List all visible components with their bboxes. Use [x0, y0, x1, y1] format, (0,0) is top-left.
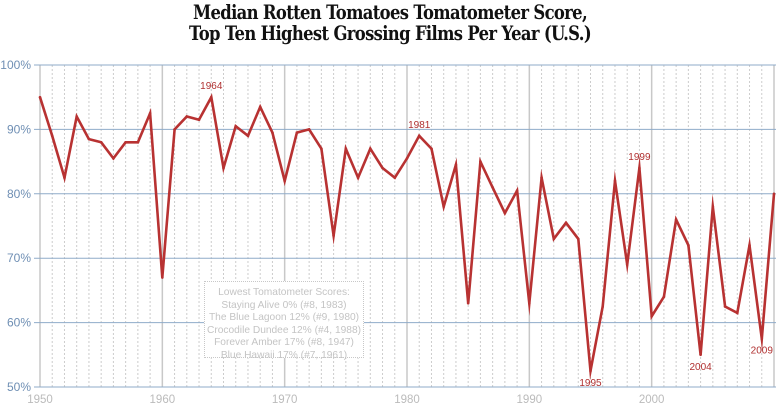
- data-point: [50, 134, 54, 138]
- data-point: [271, 131, 274, 134]
- x-tick-label: 1980: [394, 394, 420, 406]
- data-point: [564, 221, 568, 225]
- data-point: [638, 166, 641, 170]
- data-point: [369, 147, 372, 151]
- year-annotation: 1964: [200, 81, 223, 92]
- data-point: [601, 305, 605, 308]
- data-point: [320, 147, 323, 151]
- data-point: [674, 218, 678, 221]
- data-point: [405, 157, 409, 160]
- y-tick-label: 80%: [7, 187, 31, 201]
- x-tick-label: 1960: [150, 394, 176, 406]
- y-tick-label: 60%: [7, 316, 31, 330]
- note-line: The Blue Lagoon 12% (#9, 1980): [208, 312, 360, 324]
- note-line: Staying Alive 0% (#8, 1983): [221, 299, 347, 311]
- annotations-group: 1964 1981 1999 1995 2004 2009: [200, 81, 773, 389]
- data-point: [723, 305, 727, 308]
- y-tick-label: 90%: [7, 122, 31, 136]
- major-gridlines: [34, 64, 776, 388]
- note-line: Crocodile Dundee 12% (#4, 1988): [206, 324, 362, 336]
- data-point: [173, 128, 176, 131]
- data-point: [491, 186, 494, 189]
- data-point: [479, 160, 482, 163]
- data-point: [283, 179, 286, 183]
- data-point: [222, 166, 225, 170]
- data-point: [417, 134, 421, 138]
- data-point: [87, 137, 91, 141]
- data-point: [748, 244, 751, 247]
- data-point: [75, 115, 78, 118]
- data-point: [161, 276, 164, 279]
- data-point: [613, 179, 617, 183]
- x-axis-ticks: 1950 1960 1970 1980 1990 2000: [27, 394, 664, 406]
- data-point: [552, 237, 556, 241]
- data-point: [393, 176, 397, 179]
- data-point: [209, 95, 213, 99]
- data-point: [112, 157, 115, 160]
- data-point: [234, 124, 238, 128]
- data-point: [295, 131, 299, 134]
- data-point: [736, 311, 739, 315]
- data-point: [503, 211, 507, 215]
- data-point: [63, 176, 66, 179]
- data-point: [515, 189, 519, 192]
- data-point: [197, 118, 201, 122]
- data-point: [699, 353, 702, 357]
- data-point: [38, 95, 42, 99]
- data-point: [258, 105, 262, 109]
- data-point: [760, 337, 764, 341]
- y-tick-label: 70%: [7, 251, 31, 265]
- data-point: [246, 134, 250, 138]
- data-point: [356, 176, 360, 179]
- x-tick-label: 2000: [639, 394, 665, 406]
- chart-subtitle: Top Ten Highest Grossing Films Per Year …: [189, 21, 592, 45]
- data-point: [589, 369, 592, 373]
- x-tick-label: 1970: [272, 394, 298, 406]
- y-tick-label: 50%: [7, 380, 31, 394]
- year-annotation: 1999: [628, 152, 651, 163]
- chart-title-line-1: Median Rotten Tomatoes Tomatometer Score…: [192, 0, 588, 24]
- note-line: Forever Amber 17% (#8, 1947): [214, 337, 354, 349]
- y-tick-label: 100%: [0, 58, 31, 72]
- year-annotation: 1981: [408, 120, 431, 131]
- data-point: [99, 140, 103, 144]
- data-point: [454, 163, 458, 167]
- data-point: [185, 115, 189, 118]
- data-point: [442, 205, 446, 208]
- data-point: [430, 147, 433, 151]
- chart-title: Median Rotten Tomatoes Tomatometer Score…: [70, 2, 710, 44]
- x-tick-label: 1950: [27, 394, 53, 406]
- data-point: [650, 314, 653, 318]
- data-point: [772, 192, 776, 196]
- data-point: [711, 205, 715, 208]
- data-point: [662, 295, 666, 299]
- data-point: [625, 263, 629, 266]
- data-point: [344, 147, 348, 151]
- data-point: [136, 140, 140, 144]
- note-line: Blue Hawaii 17% (#7, 1961): [220, 349, 348, 361]
- note-heading: Lowest Tomatometer Scores:: [218, 287, 350, 298]
- lowest-scores-note: Lowest Tomatometer Scores: Staying Alive…: [204, 281, 364, 361]
- data-point: [124, 140, 127, 144]
- series-group: [38, 93, 776, 381]
- data-point: [381, 166, 384, 170]
- data-point: [466, 301, 470, 305]
- data-point: [307, 128, 311, 131]
- data-point: [687, 244, 690, 247]
- year-annotation: 2009: [751, 346, 774, 357]
- data-point: [332, 234, 335, 237]
- data-point: [540, 176, 543, 179]
- year-annotation: 2004: [689, 362, 712, 373]
- x-tick-label: 1990: [517, 394, 543, 406]
- year-annotation: 1995: [579, 378, 602, 389]
- data-point: [148, 112, 152, 115]
- y-axis-ticks: 50% 60% 70% 80% 90% 100%: [0, 58, 31, 394]
- data-point: [576, 237, 580, 241]
- data-point: [528, 301, 531, 305]
